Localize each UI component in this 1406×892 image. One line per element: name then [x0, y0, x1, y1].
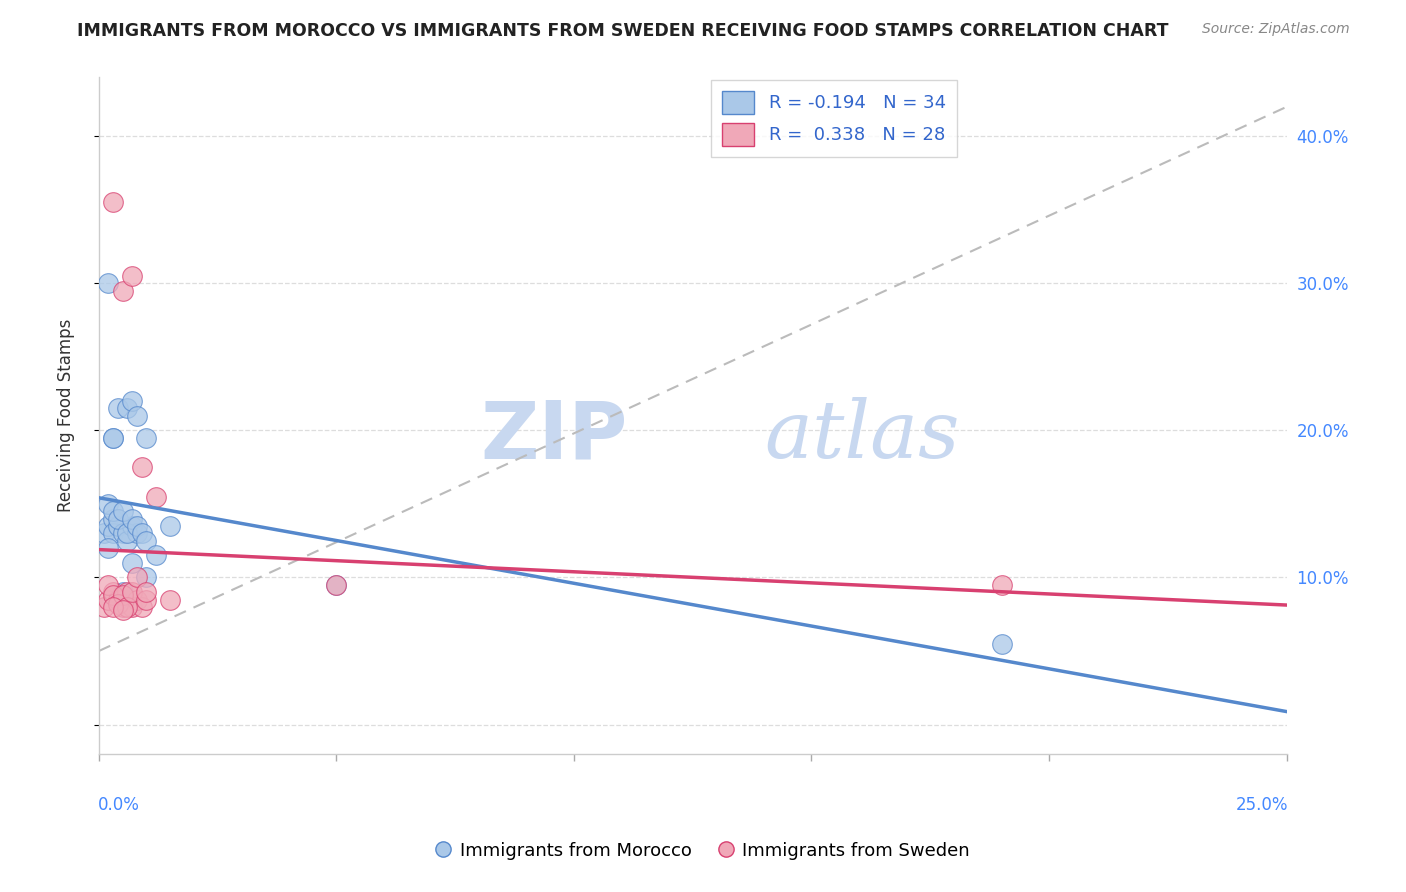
- Point: [97, 497, 120, 511]
- Text: 25.0%: 25.0%: [1236, 796, 1288, 814]
- Point: [97, 519, 120, 533]
- Point: [107, 519, 129, 533]
- Point: [117, 533, 139, 548]
- Point: [101, 585, 124, 599]
- Y-axis label: Receiving Food Stamps: Receiving Food Stamps: [58, 319, 75, 512]
- Point: [101, 431, 124, 445]
- Point: [325, 578, 347, 592]
- Point: [145, 549, 167, 563]
- Point: [97, 592, 120, 607]
- Text: Source: ZipAtlas.com: Source: ZipAtlas.com: [1202, 22, 1350, 37]
- Point: [131, 526, 153, 541]
- Point: [135, 431, 157, 445]
- Point: [125, 526, 148, 541]
- Point: [107, 592, 129, 607]
- Point: [107, 597, 129, 611]
- Point: [990, 578, 1012, 592]
- Point: [121, 394, 143, 409]
- Point: [990, 637, 1012, 651]
- Point: [121, 599, 143, 614]
- Point: [125, 592, 148, 607]
- Text: IMMIGRANTS FROM MOROCCO VS IMMIGRANTS FROM SWEDEN RECEIVING FOOD STAMPS CORRELAT: IMMIGRANTS FROM MOROCCO VS IMMIGRANTS FR…: [77, 22, 1168, 40]
- Point: [131, 460, 153, 475]
- Text: ZIP: ZIP: [479, 397, 627, 475]
- Point: [325, 578, 347, 592]
- Point: [107, 401, 129, 416]
- Point: [121, 511, 143, 525]
- Point: [131, 599, 153, 614]
- Point: [135, 592, 157, 607]
- Point: [117, 585, 139, 599]
- Point: [101, 504, 124, 518]
- Point: [117, 526, 139, 541]
- Legend: R = -0.194   N = 34, R =  0.338   N = 28: R = -0.194 N = 34, R = 0.338 N = 28: [711, 79, 957, 157]
- Point: [111, 588, 134, 602]
- Point: [111, 585, 134, 599]
- Point: [101, 526, 124, 541]
- Point: [117, 599, 139, 614]
- Point: [107, 511, 129, 525]
- Point: [121, 519, 143, 533]
- Point: [111, 603, 134, 617]
- Point: [97, 541, 120, 555]
- Point: [135, 585, 157, 599]
- Point: [111, 599, 134, 614]
- Point: [93, 599, 115, 614]
- Point: [101, 599, 124, 614]
- Point: [159, 519, 181, 533]
- Point: [101, 431, 124, 445]
- Point: [93, 526, 115, 541]
- Point: [135, 570, 157, 584]
- Point: [121, 585, 143, 599]
- Point: [121, 556, 143, 570]
- Point: [125, 519, 148, 533]
- Point: [101, 588, 124, 602]
- Point: [101, 195, 124, 210]
- Point: [111, 284, 134, 298]
- Point: [101, 511, 124, 525]
- Point: [135, 533, 157, 548]
- Point: [111, 526, 134, 541]
- Point: [97, 277, 120, 291]
- Text: atlas: atlas: [763, 397, 959, 475]
- Legend: Immigrants from Morocco, Immigrants from Sweden: Immigrants from Morocco, Immigrants from…: [429, 835, 977, 867]
- Point: [97, 578, 120, 592]
- Point: [125, 409, 148, 423]
- Point: [111, 504, 134, 518]
- Point: [125, 570, 148, 584]
- Point: [145, 490, 167, 504]
- Text: 0.0%: 0.0%: [97, 796, 139, 814]
- Point: [159, 592, 181, 607]
- Point: [121, 268, 143, 283]
- Point: [117, 401, 139, 416]
